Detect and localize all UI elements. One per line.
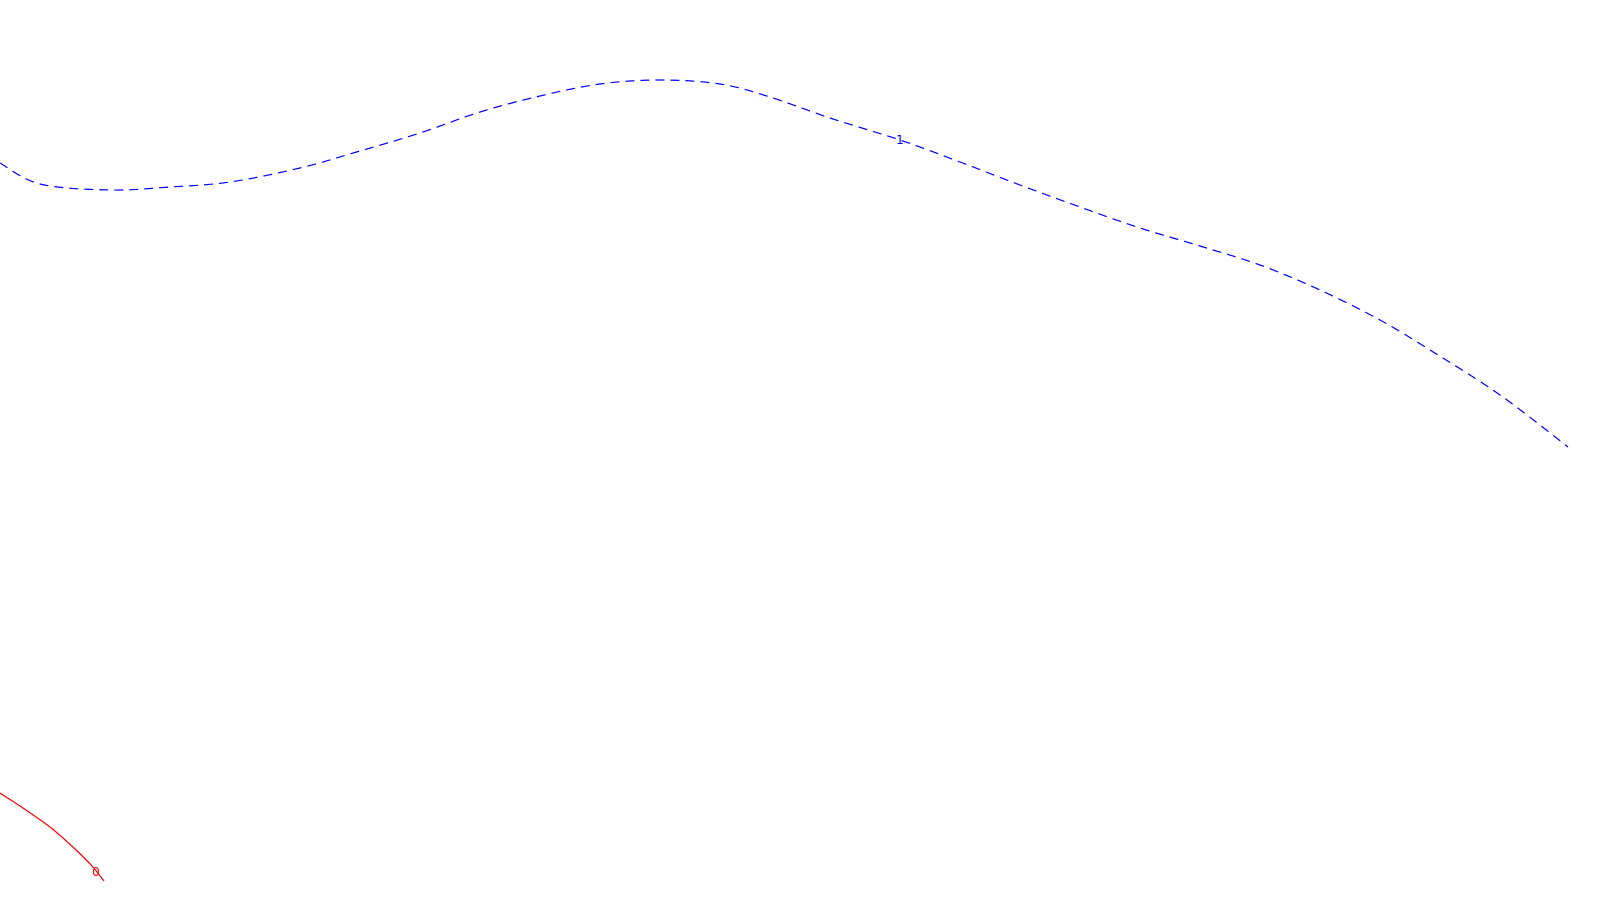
contour-label-level-1: 1 (896, 133, 904, 147)
contour-lines: 10 (0, 79, 1569, 882)
contour-label-level-0: 0 (92, 865, 100, 879)
contour-line-level-1 (0, 79, 1569, 448)
contour-line-level-0 (0, 792, 105, 882)
